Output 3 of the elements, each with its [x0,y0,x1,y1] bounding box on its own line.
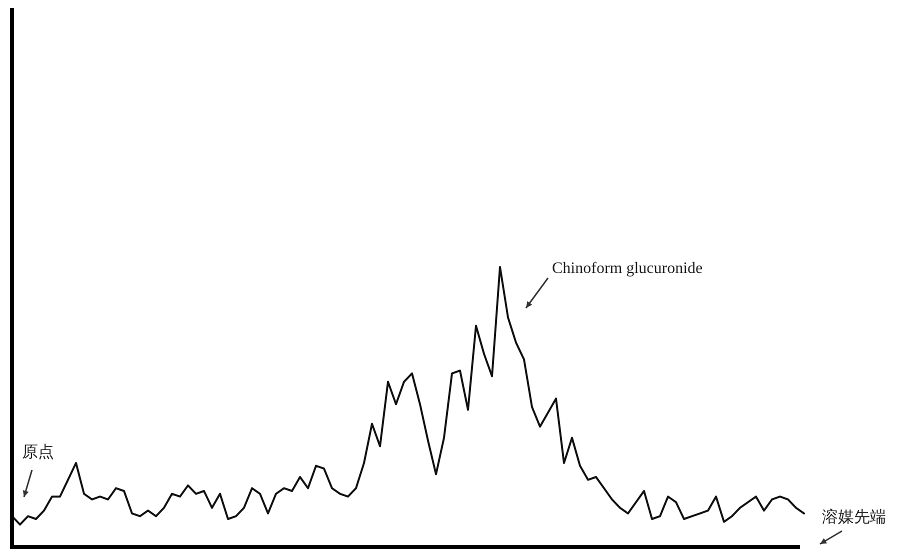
annotation: 原点 [22,442,54,461]
text: 溶媒先端 [822,507,886,526]
annotation: Chinoform glucuronide [552,260,703,277]
